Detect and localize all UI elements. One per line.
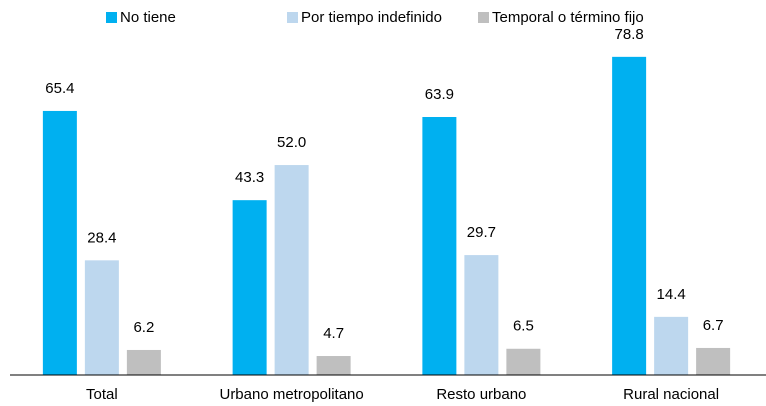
bar bbox=[696, 347, 731, 375]
bar bbox=[612, 56, 647, 375]
legend-label: Temporal o término fijo bbox=[492, 9, 644, 26]
bar bbox=[316, 356, 351, 375]
bar bbox=[42, 110, 77, 375]
value-label: 52.0 bbox=[277, 134, 306, 151]
value-label: 43.3 bbox=[235, 169, 264, 186]
legend-swatch bbox=[478, 12, 489, 23]
bar bbox=[274, 165, 309, 375]
legend-label: Por tiempo indefinido bbox=[301, 9, 442, 26]
bar bbox=[506, 348, 541, 375]
legend-swatch bbox=[287, 12, 298, 23]
value-label: 78.8 bbox=[615, 26, 644, 43]
x-tick-label: Rural nacional bbox=[623, 386, 719, 403]
bar bbox=[464, 255, 499, 375]
value-label: 6.7 bbox=[703, 317, 724, 334]
x-tick-label: Urbano metropolitano bbox=[219, 386, 363, 403]
value-label: 6.2 bbox=[133, 319, 154, 336]
bar bbox=[422, 117, 457, 375]
value-label: 14.4 bbox=[657, 286, 686, 303]
legend-swatch bbox=[106, 12, 117, 23]
value-label: 63.9 bbox=[425, 86, 454, 103]
value-label: 6.5 bbox=[513, 318, 534, 335]
x-tick-label: Total bbox=[86, 386, 118, 403]
bar bbox=[84, 260, 119, 375]
legend-label: No tiene bbox=[120, 9, 176, 26]
value-label: 65.4 bbox=[45, 80, 74, 97]
bar bbox=[126, 349, 161, 375]
bar bbox=[654, 316, 689, 375]
value-label: 28.4 bbox=[87, 229, 116, 246]
value-label: 4.7 bbox=[323, 325, 344, 342]
bar bbox=[232, 200, 267, 375]
x-tick-label: Resto urbano bbox=[436, 386, 526, 403]
value-label: 29.7 bbox=[467, 224, 496, 241]
